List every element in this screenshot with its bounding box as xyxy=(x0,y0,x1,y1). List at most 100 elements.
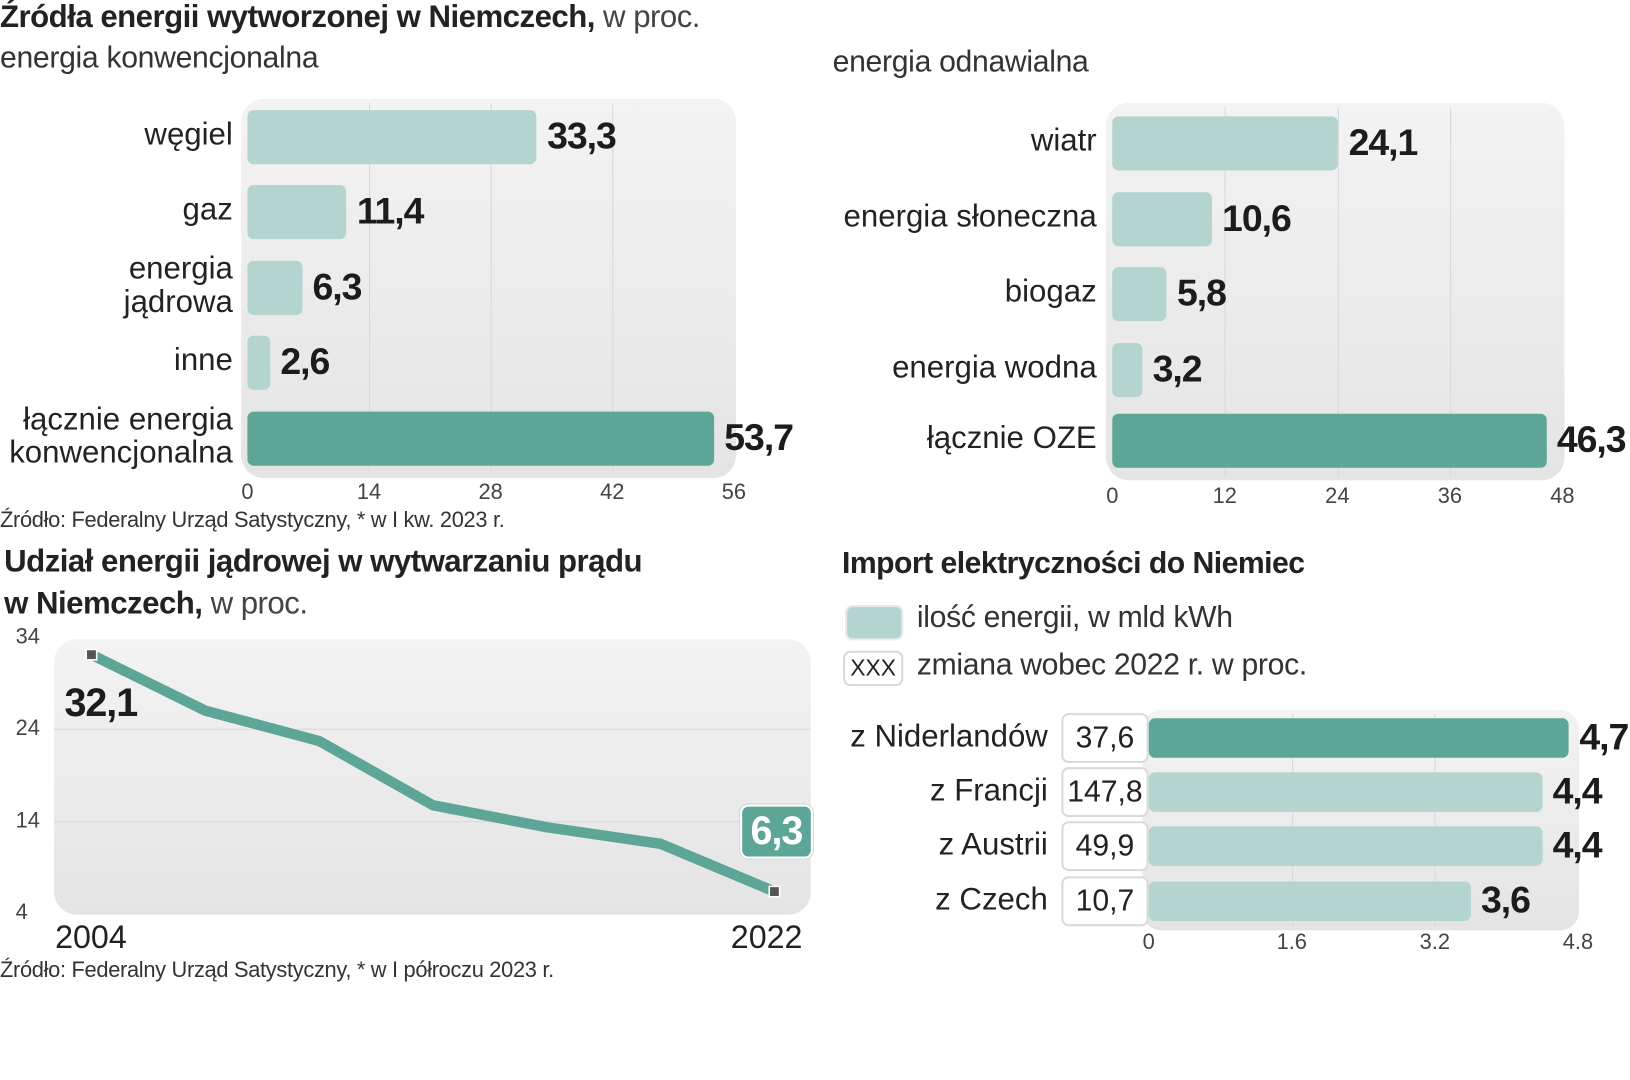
category-label-line: wiatr xyxy=(1030,123,1097,159)
value-label: 4,4 xyxy=(1552,769,1603,812)
value-label: 24,1 xyxy=(1348,120,1419,164)
main-title: Źródła energii wytworzonej w Niemczech, … xyxy=(0,0,700,35)
change-percent-box: 147,8 xyxy=(1061,767,1149,818)
value-label: 46,3 xyxy=(1556,417,1627,461)
country-label: z Austrii xyxy=(938,827,1048,862)
legend-box-sample: XXX xyxy=(843,650,904,687)
gridline xyxy=(1337,107,1339,477)
country-label: z Czech xyxy=(935,882,1048,917)
value-label: 3,2 xyxy=(1152,347,1203,390)
category-label: łącznie energia konwencjonalna xyxy=(9,403,233,470)
x-tick-label: 36 xyxy=(1437,484,1462,509)
gridline xyxy=(1449,107,1451,477)
category-label-line: łącznie OZE xyxy=(926,420,1097,456)
x-tick-label: 48 xyxy=(1550,484,1575,509)
bar xyxy=(1112,413,1547,468)
gridline xyxy=(612,102,614,475)
category-label: węgiel xyxy=(144,117,233,152)
category-label: energia jądrowa xyxy=(123,251,233,320)
nuclear-chart-title-line1: Udział energii jądrowej w wytwarzaniu pr… xyxy=(4,544,643,580)
category-label-line: energia słoneczna xyxy=(843,199,1097,234)
category-label-line: energia xyxy=(128,251,233,286)
category-label-line: łącznie energia xyxy=(23,402,233,437)
chart-panel xyxy=(54,639,811,915)
x-label-start: 2004 xyxy=(55,918,127,956)
x-tick-label: 42 xyxy=(600,480,625,505)
import-chart-title: Import elektryczności do Niemiec xyxy=(841,546,1305,581)
y-tick-label: 14 xyxy=(15,808,40,833)
bar xyxy=(247,110,537,165)
main-title-unit: w proc. xyxy=(594,0,700,35)
value-label: 33,3 xyxy=(547,114,617,157)
category-label: łącznie OZE xyxy=(927,422,1097,455)
value-label: 2,6 xyxy=(280,339,330,383)
source-note-2: Źródło: Federalny Urząd Satystyczny, * w… xyxy=(0,958,554,983)
x-tick-label: 0 xyxy=(1106,484,1119,509)
gridline xyxy=(369,102,371,475)
x-tick-label: 56 xyxy=(721,480,747,505)
change-percent-box: 49,9 xyxy=(1061,821,1149,872)
bar xyxy=(247,335,270,390)
x-tick-label: 28 xyxy=(478,480,503,505)
category-label-line: inne xyxy=(173,343,233,378)
y-tick-label: 34 xyxy=(15,624,40,649)
category-label-line: gaz xyxy=(182,192,233,227)
bar xyxy=(1112,267,1167,322)
bar xyxy=(247,411,714,466)
legend-label-change: zmiana wobec 2022 r. w proc. xyxy=(916,648,1307,682)
right-chart-subtitle: energia odnawialna xyxy=(832,45,1089,80)
gridline xyxy=(1434,714,1436,927)
y-tick-label: 4 xyxy=(15,900,28,925)
data-point-marker xyxy=(768,885,781,898)
bar xyxy=(1112,192,1212,247)
x-tick-label: 1.6 xyxy=(1276,930,1307,955)
legend-label-amount: ilość energii, w mld kWh xyxy=(916,600,1233,635)
change-percent-box: 37,6 xyxy=(1061,713,1149,763)
country-label: z Niderlandów xyxy=(850,719,1048,754)
category-label-line: jądrowa xyxy=(123,284,233,320)
value-label: 10,6 xyxy=(1222,196,1292,240)
main-title-bold: Źródła energii wytworzonej w Niemczech, xyxy=(0,0,595,35)
category-label: gaz xyxy=(183,193,233,226)
category-label-line: biogaz xyxy=(1004,274,1097,309)
bar xyxy=(247,260,303,315)
x-tick-label: 12 xyxy=(1212,484,1237,509)
country-label: z Francji xyxy=(929,773,1048,808)
source-note-1: Źródło: Federalny Urząd Satystyczny, * w… xyxy=(0,508,505,533)
gridline xyxy=(54,729,811,731)
left-chart-subtitle: energia konwencjonalna xyxy=(0,41,319,75)
category-label-line: konwencjonalna xyxy=(9,435,233,470)
category-label-line: węgiel xyxy=(144,117,233,152)
nuclear-chart-title-unit: w proc. xyxy=(202,586,308,621)
value-label: 3,6 xyxy=(1481,878,1531,921)
annotation-start-value: 32,1 xyxy=(64,681,138,726)
bar xyxy=(1112,343,1143,398)
gridline xyxy=(490,102,492,475)
category-label: biogaz xyxy=(1005,275,1097,308)
value-label: 4,7 xyxy=(1579,715,1629,758)
bar xyxy=(247,185,347,240)
category-label-line: energia wodna xyxy=(892,350,1097,385)
category-label: wiatr xyxy=(1030,123,1097,159)
x-tick-label: 24 xyxy=(1325,484,1350,509)
value-label: 6,3 xyxy=(312,265,363,308)
value-label: 11,4 xyxy=(356,189,425,232)
bar xyxy=(1148,826,1543,866)
category-label: inne xyxy=(174,344,233,377)
x-tick-label: 4.8 xyxy=(1562,930,1594,955)
gridline xyxy=(1291,714,1293,927)
x-tick-label: 0 xyxy=(1142,930,1155,955)
change-percent-box: 10,7 xyxy=(1061,876,1149,927)
y-tick-label: 24 xyxy=(15,716,40,741)
x-tick-label: 14 xyxy=(356,480,382,505)
category-label: energia wodna xyxy=(892,351,1097,384)
bar xyxy=(1148,718,1570,758)
value-label: 4,4 xyxy=(1552,823,1603,866)
legend-swatch-amount xyxy=(845,604,904,641)
bar xyxy=(1148,881,1471,921)
gridline xyxy=(1224,107,1226,477)
category-label: energia słoneczna xyxy=(843,199,1097,234)
value-label: 5,8 xyxy=(1177,271,1227,314)
